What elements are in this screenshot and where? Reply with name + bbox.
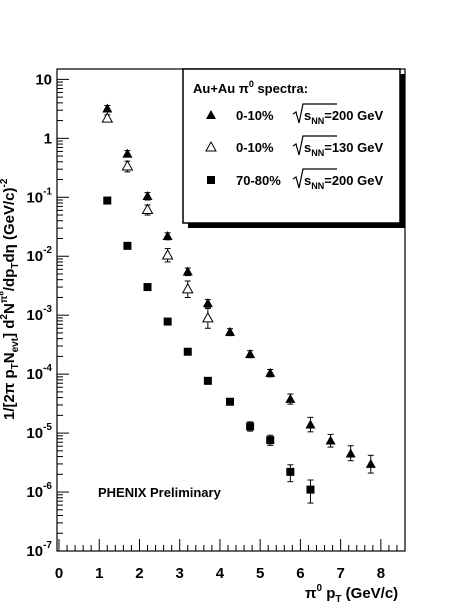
y-tick-label: 10-6 (26, 481, 52, 501)
data-point (266, 436, 275, 445)
x-axis-title: π0 pT (GeV/c) (305, 583, 398, 605)
legend-entries: 0-10% sNN=200 GeV 0-10% sNN=130 GeV 70-80% sN… (205, 103, 383, 191)
y-tick-label: 10 (35, 71, 52, 88)
legend-centrality: 0-10% (236, 108, 274, 123)
legend-marker (206, 110, 216, 119)
data-point (183, 347, 192, 356)
x-tick-label: 6 (296, 565, 304, 582)
legend-centrality: 0-10% (236, 140, 274, 155)
data-point (122, 148, 133, 158)
y-tick-label: 10-7 (26, 540, 52, 560)
annotation-phenix-preliminary: PHENIX Preliminary (98, 485, 222, 500)
x-tick-label: 1 (95, 565, 103, 582)
y-tick-label: 10-1 (26, 186, 52, 206)
data-point (162, 231, 173, 241)
x-tick-label: 3 (176, 565, 184, 582)
data-point (286, 467, 295, 476)
data-points (101, 103, 376, 504)
data-point (121, 159, 134, 171)
data-point (225, 397, 234, 406)
legend-energy: sNN=200 GeV (304, 173, 383, 191)
legend-box (182, 68, 401, 224)
data-point (265, 367, 276, 377)
data-point (181, 282, 194, 294)
x-tick-label: 0 (55, 565, 63, 582)
legend-centrality: 70-80% (236, 173, 281, 188)
axis-ticks (57, 78, 398, 552)
data-point (102, 103, 113, 113)
x-tick-label: 4 (216, 565, 225, 582)
tick-labels: 0 1 2 3 4 5 6 7 8 10 1 10-1 10-2 10-3 10-4 10-5 10-6 10-7 (26, 71, 385, 582)
y-tick-label: 10-3 (26, 304, 52, 324)
legend-header: Au+Au π0 spectra: (193, 79, 308, 96)
x-tick-label: 8 (377, 565, 385, 582)
x-tick-label: 5 (256, 565, 264, 582)
y-tick-label: 10-2 (26, 245, 52, 265)
legend-marker (207, 176, 215, 184)
x-tick-label: 2 (135, 565, 143, 582)
data-point (161, 248, 174, 260)
sqrt-sign (292, 168, 337, 189)
series-2 (103, 196, 315, 504)
data-point (123, 241, 132, 250)
series-1 (101, 112, 214, 329)
data-point (285, 393, 296, 403)
data-point (101, 112, 114, 123)
data-point (182, 266, 193, 276)
y-tick-label: 10-4 (26, 363, 52, 383)
data-point (365, 458, 376, 468)
legend-energy: sNN=130 GeV (304, 140, 383, 158)
series-0 (102, 103, 376, 474)
data-point (246, 422, 255, 431)
data-point (141, 203, 154, 215)
data-point (103, 196, 112, 205)
data-point (224, 326, 235, 336)
y-tick-label: 10-5 (26, 422, 52, 442)
data-point (203, 376, 212, 385)
data-point (305, 419, 316, 429)
data-point (163, 317, 172, 326)
sqrt-sign (292, 103, 337, 124)
y-tick-label: 1 (44, 130, 52, 147)
x-tick-label: 7 (336, 565, 344, 582)
data-point (245, 348, 256, 358)
legend-marker (205, 140, 217, 152)
data-point (345, 448, 356, 458)
data-point (143, 283, 152, 292)
legend: Au+Au π0 spectra: 0-10% sNN=200 GeV 0-10% s… (182, 68, 405, 228)
data-point (202, 311, 214, 323)
data-point (306, 485, 315, 494)
legend-energy: sNN=200 GeV (304, 108, 383, 126)
data-point (202, 298, 213, 308)
data-point (325, 435, 336, 445)
sqrt-sign (292, 135, 337, 156)
y-axis-title: 1/[2π pTNevt] d2Nπ⁰/dpTdη (GeV/c)-2 (0, 178, 21, 420)
data-point (142, 191, 153, 201)
